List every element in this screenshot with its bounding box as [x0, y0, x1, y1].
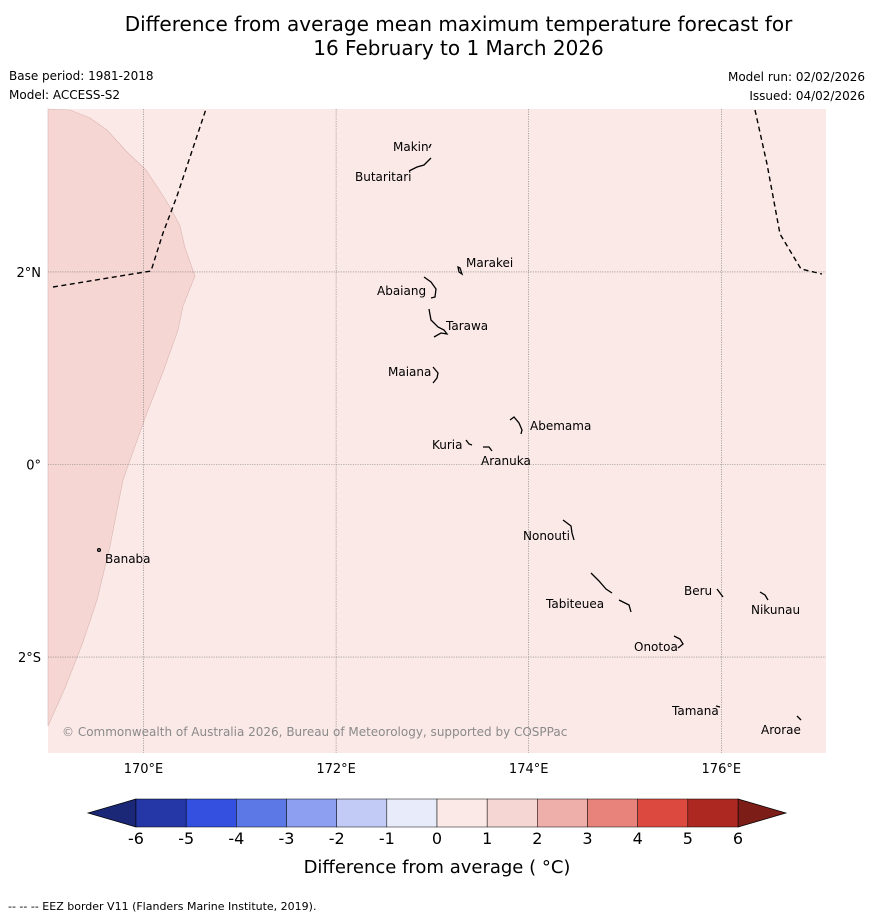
marakei-outline — [457, 265, 464, 276]
tamana-outline — [715, 705, 721, 708]
island-label-nikunau: Nikunau — [751, 603, 800, 617]
beru-outline — [716, 588, 724, 598]
kuria-outline — [465, 439, 473, 446]
arorae-outline — [796, 715, 802, 721]
island-label-banaba: Banaba — [105, 552, 151, 566]
eez-border-west — [52, 108, 207, 288]
island-label-aranuka: Aranuka — [481, 454, 531, 468]
colorbar-title: Difference from average ( °C) — [304, 857, 571, 878]
colorbar-tick-label: -4 — [228, 829, 244, 848]
lon-tick-label: 176°E — [702, 762, 742, 777]
colorbar-segment — [436, 798, 488, 828]
onotoa-outline — [673, 635, 684, 649]
tarawa-outline — [428, 308, 449, 338]
butaritari-outline — [408, 157, 432, 172]
eez-border-east — [754, 109, 823, 275]
axis-labels: 2°N 0° 2°S 170°E 172°E 174°E 176°E — [17, 266, 742, 777]
colorbar-segment — [336, 798, 388, 828]
nonouti-outline — [562, 519, 575, 541]
colorbar-tick-label: 3 — [582, 829, 592, 848]
island-label-kuria: Kuria — [432, 438, 463, 452]
lat-tick-label: 0° — [26, 459, 41, 474]
colorbar-tick-label: 6 — [733, 829, 743, 848]
model-run: Model run: 02/02/2026 — [727, 70, 865, 84]
island-label-tarawa: Tarawa — [445, 319, 488, 333]
aranuka-outline — [483, 446, 493, 452]
lon-tick-label: 170°E — [124, 762, 164, 777]
colorbar-segment — [135, 798, 187, 828]
colorbar-segment — [637, 798, 689, 828]
colorbar-segment — [587, 798, 638, 828]
makin-outline — [428, 143, 432, 149]
colorbar-tick-label: 5 — [683, 829, 693, 848]
colorbar-segment — [286, 798, 337, 828]
island-label-abemama: Abemama — [530, 419, 591, 433]
colorbar-tick-label: 4 — [633, 829, 643, 848]
tabiteuea-outline — [590, 572, 632, 613]
colorbar-tick-label: -2 — [329, 829, 345, 848]
anomaly-zone-1-to-2 — [47, 108, 196, 727]
lat-tick-label: 2°S — [18, 651, 41, 666]
title-line-2: 16 February to 1 March 2026 — [313, 36, 604, 60]
island-label-onotoa: Onotoa — [634, 640, 678, 654]
copyright-note: © Commonwealth of Australia 2026, Bureau… — [62, 725, 567, 739]
abemama-outline — [509, 416, 523, 435]
colorbar-segment — [687, 798, 739, 828]
island-outlines — [96, 143, 802, 721]
nikunau-outline — [759, 591, 769, 601]
title-line-1: Difference from average mean maximum tem… — [124, 12, 793, 36]
colorbar-under-arrow — [86, 798, 137, 828]
abaiang-outline — [423, 276, 437, 299]
island-label-butaritari: Butaritari — [355, 170, 412, 184]
map-background — [48, 109, 826, 753]
colorbar-tick-label: 2 — [532, 829, 542, 848]
colorbar-tick-label: -3 — [279, 829, 295, 848]
banaba-outline — [96, 547, 102, 553]
lon-tick-label: 172°E — [316, 762, 356, 777]
colorbar-tick-label: -6 — [128, 829, 144, 848]
colorbar: -6 -5 -4 -3 -2 -1 0 1 2 3 4 5 6 — [86, 798, 788, 848]
island-label-makin: Makin — [393, 140, 429, 154]
island-label-abaiang: Abaiang — [377, 284, 426, 298]
island-label-arorae: Arorae — [761, 723, 801, 737]
colorbar-over-arrow — [737, 798, 788, 828]
colorbar-tick-label: 1 — [482, 829, 492, 848]
map-figure: Makin Butaritari Marakei Abaiang Tarawa … — [17, 108, 826, 878]
island-label-tamana: Tamana — [671, 704, 719, 718]
colorbar-segment — [537, 798, 588, 828]
chart-title: Difference from average mean maximum tem… — [0, 12, 873, 60]
island-label-nonouti: Nonouti — [523, 529, 570, 543]
eez-border-note: -- -- -- EEZ border V11 (Flanders Marine… — [8, 900, 317, 913]
lon-tick-label: 174°E — [509, 762, 549, 777]
colorbar-tick-label: 0 — [432, 829, 442, 848]
lat-tick-label: 2°N — [17, 266, 42, 281]
island-label-beru: Beru — [684, 584, 712, 598]
island-labels: Makin Butaritari Marakei Abaiang Tarawa … — [105, 140, 801, 737]
colorbar-segment — [486, 798, 538, 828]
island-label-maiana: Maiana — [388, 365, 431, 379]
colorbar-tick-label: -5 — [178, 829, 194, 848]
eez-borders — [52, 108, 823, 288]
island-label-tabiteuea: Tabiteuea — [545, 597, 604, 611]
maiana-outline — [432, 366, 439, 384]
colorbar-segment — [386, 798, 438, 828]
colorbar-segment — [236, 798, 287, 828]
base-period: Base period: 1981-2018 — [9, 69, 154, 83]
colorbar-tick-label: -1 — [379, 829, 395, 848]
colorbar-segment — [185, 798, 237, 828]
model-name: Model: ACCESS-S2 — [9, 88, 121, 102]
issued-date: Issued: 04/02/2026 — [749, 89, 865, 103]
gridlines — [48, 109, 826, 753]
island-label-marakei: Marakei — [466, 256, 513, 270]
